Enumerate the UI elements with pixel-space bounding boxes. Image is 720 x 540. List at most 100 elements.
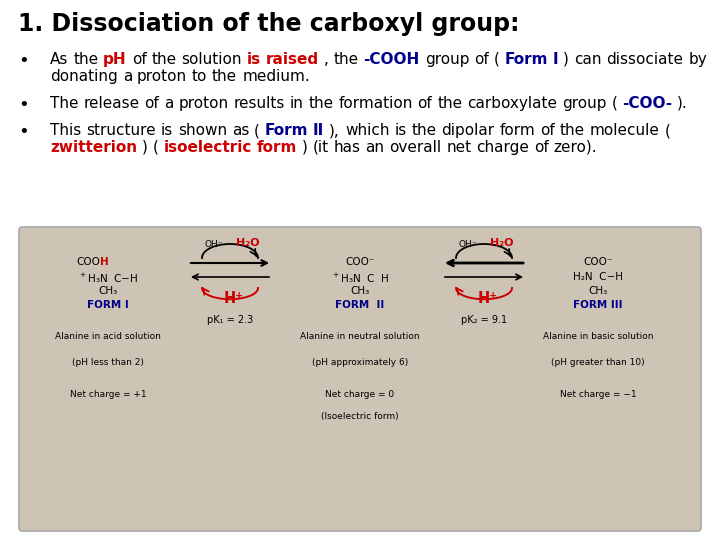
Text: The: The: [50, 96, 78, 111]
Text: (pH greater than 10): (pH greater than 10): [552, 358, 645, 367]
Text: ).: ).: [677, 96, 688, 111]
Text: CH₃: CH₃: [99, 286, 117, 296]
Text: of: of: [540, 123, 554, 138]
Text: H: H: [100, 257, 109, 267]
Text: H₂N  C−H: H₂N C−H: [573, 272, 623, 282]
Text: the: the: [73, 52, 99, 67]
Text: shown: shown: [178, 123, 227, 138]
Text: (pH less than 2): (pH less than 2): [72, 358, 144, 367]
Text: structure: structure: [86, 123, 156, 138]
Text: isoelectric: isoelectric: [163, 140, 252, 155]
Text: molecule: molecule: [590, 123, 660, 138]
Text: is: is: [395, 123, 407, 138]
Text: ,: ,: [324, 52, 328, 67]
Text: form: form: [500, 123, 535, 138]
Text: OH⁻: OH⁻: [204, 240, 223, 249]
Text: ),: ),: [329, 123, 340, 138]
Text: net: net: [446, 140, 472, 155]
Text: Alanine in basic solution: Alanine in basic solution: [543, 332, 653, 341]
Text: H⁺: H⁺: [224, 291, 244, 306]
Text: the: the: [151, 52, 176, 67]
Text: (: (: [494, 52, 500, 67]
Text: Alanine in acid solution: Alanine in acid solution: [55, 332, 161, 341]
Text: ): ): [302, 140, 308, 155]
Text: a: a: [122, 69, 132, 84]
Text: overall: overall: [390, 140, 441, 155]
Text: of: of: [534, 140, 549, 155]
Text: Net charge = 0: Net charge = 0: [325, 390, 395, 399]
Text: ): ): [142, 140, 148, 155]
Text: pH: pH: [103, 52, 127, 67]
Text: the: the: [411, 123, 436, 138]
Text: Form: Form: [505, 52, 548, 67]
Text: solution: solution: [181, 52, 242, 67]
Text: II: II: [313, 123, 325, 138]
Text: $^+$H₃N  C  H: $^+$H₃N C H: [331, 272, 389, 285]
Text: As: As: [50, 52, 68, 67]
Text: is: is: [247, 52, 261, 67]
Text: of: of: [145, 96, 159, 111]
Text: (Isoelectric form): (Isoelectric form): [321, 412, 399, 421]
Text: zwitterion: zwitterion: [50, 140, 137, 155]
Text: is: is: [161, 123, 173, 138]
Text: donating: donating: [50, 69, 118, 84]
Text: proton: proton: [179, 96, 228, 111]
Text: (pH approximately 6): (pH approximately 6): [312, 358, 408, 367]
Text: has: has: [334, 140, 361, 155]
Text: to: to: [192, 69, 207, 84]
Text: FORM III: FORM III: [573, 300, 623, 310]
Text: CH₃: CH₃: [588, 286, 608, 296]
Text: •: •: [18, 96, 29, 114]
Text: FORM I: FORM I: [87, 300, 129, 310]
Text: raised: raised: [266, 52, 319, 67]
Text: CH₃: CH₃: [351, 286, 369, 296]
Text: a: a: [164, 96, 174, 111]
Text: an: an: [366, 140, 384, 155]
Text: This: This: [50, 123, 81, 138]
Text: of: of: [474, 52, 489, 67]
Text: OH⁻: OH⁻: [459, 240, 477, 249]
Text: zero).: zero).: [554, 140, 598, 155]
Text: charge: charge: [477, 140, 529, 155]
Text: of: of: [418, 96, 432, 111]
Text: form: form: [257, 140, 297, 155]
Text: by: by: [688, 52, 707, 67]
Text: release: release: [84, 96, 140, 111]
Text: H₂O: H₂O: [236, 238, 260, 248]
Text: the: the: [333, 52, 359, 67]
Text: ): ): [563, 52, 569, 67]
Text: H⁺: H⁺: [478, 291, 498, 306]
Text: (it: (it: [312, 140, 329, 155]
Text: proton: proton: [137, 69, 187, 84]
Text: dissociate: dissociate: [606, 52, 683, 67]
Text: the: the: [308, 96, 333, 111]
Text: pK₁ = 2.3: pK₁ = 2.3: [207, 315, 253, 325]
Text: COO: COO: [76, 257, 100, 267]
Text: the: the: [212, 69, 238, 84]
Text: pK₂ = 9.1: pK₂ = 9.1: [461, 315, 507, 325]
Text: •: •: [18, 123, 29, 141]
Text: I: I: [553, 52, 559, 67]
Text: of: of: [132, 52, 146, 67]
Text: COO⁻: COO⁻: [346, 257, 374, 267]
Text: Net charge = +1: Net charge = +1: [70, 390, 146, 399]
Text: group: group: [425, 52, 469, 67]
Text: the: the: [559, 123, 585, 138]
Text: FORM  II: FORM II: [336, 300, 384, 310]
Text: 1. Dissociation of the carboxyl group:: 1. Dissociation of the carboxyl group:: [18, 12, 520, 36]
Text: medium.: medium.: [242, 69, 310, 84]
Text: -COO-: -COO-: [622, 96, 672, 111]
Text: in: in: [289, 96, 303, 111]
Text: $^+$H₃N  C−H: $^+$H₃N C−H: [78, 272, 138, 285]
Text: dipolar: dipolar: [441, 123, 495, 138]
Text: COO⁻: COO⁻: [583, 257, 613, 267]
Text: the: the: [437, 96, 462, 111]
Text: as: as: [232, 123, 249, 138]
Text: H₂O: H₂O: [490, 238, 514, 248]
Text: results: results: [233, 96, 284, 111]
Text: (: (: [665, 123, 670, 138]
Text: •: •: [18, 52, 29, 70]
Text: can: can: [574, 52, 601, 67]
Text: which: which: [345, 123, 390, 138]
Text: group: group: [562, 96, 606, 111]
